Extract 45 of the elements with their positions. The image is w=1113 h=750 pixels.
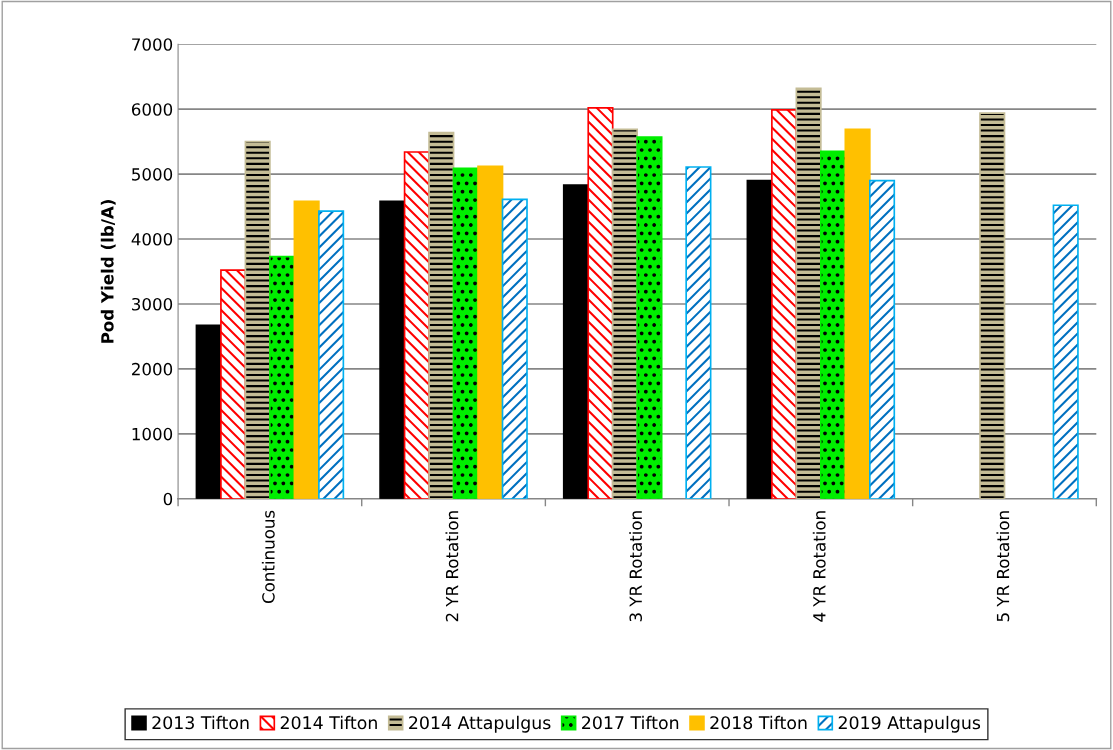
bar (844, 128, 871, 499)
x-tick-label: 4 YR Rotation (812, 511, 826, 622)
bar (477, 165, 504, 499)
legend-label: 2013 Tifton (152, 715, 249, 730)
bar (379, 200, 406, 499)
bar (636, 136, 663, 499)
bar (220, 269, 247, 499)
legend-label: 2014 Attapulgus (409, 715, 551, 733)
bar (403, 151, 430, 499)
legend-label: 2014 Tifton (280, 715, 377, 730)
legend-label: 2017 Tifton (582, 715, 679, 730)
y-tick-label: 4000 (131, 233, 173, 246)
bar (746, 179, 773, 499)
bar (820, 150, 847, 499)
y-tick-label: 3000 (132, 297, 173, 311)
bar (979, 112, 1006, 499)
bar (611, 128, 639, 499)
bar (269, 255, 296, 499)
x-tick-label: 2 YR Rotation (445, 511, 459, 622)
x-tick-label: 5 YR Rotation (996, 511, 1010, 622)
x-tick-label: 3 YR Rotation (629, 511, 643, 622)
bar (501, 198, 528, 499)
bar (562, 184, 590, 499)
y-tick-label: 7000 (132, 38, 173, 51)
bar (685, 166, 712, 499)
bar (428, 131, 455, 499)
y-tick-label: 1000 (132, 427, 173, 441)
bar (195, 324, 222, 499)
legend-label: 2019 Attapulgus (838, 715, 981, 733)
y-tick-label: 0 (163, 492, 173, 506)
bar (868, 179, 896, 499)
y-tick-label: 2000 (132, 362, 173, 376)
bar (244, 140, 271, 499)
y-axis-title: Pod Yield (lb/A) (100, 200, 116, 343)
bar (587, 107, 614, 499)
bar (771, 108, 798, 499)
bar (1052, 204, 1079, 499)
y-tick-label: 6000 (131, 103, 173, 116)
bar (318, 210, 345, 499)
legend-label: 2018 Tifton (710, 715, 807, 730)
bar (795, 87, 822, 499)
y-tick-label: 5000 (132, 168, 173, 181)
x-tick-label: Continuous (261, 510, 275, 604)
bar (452, 167, 479, 499)
bar (293, 200, 320, 499)
